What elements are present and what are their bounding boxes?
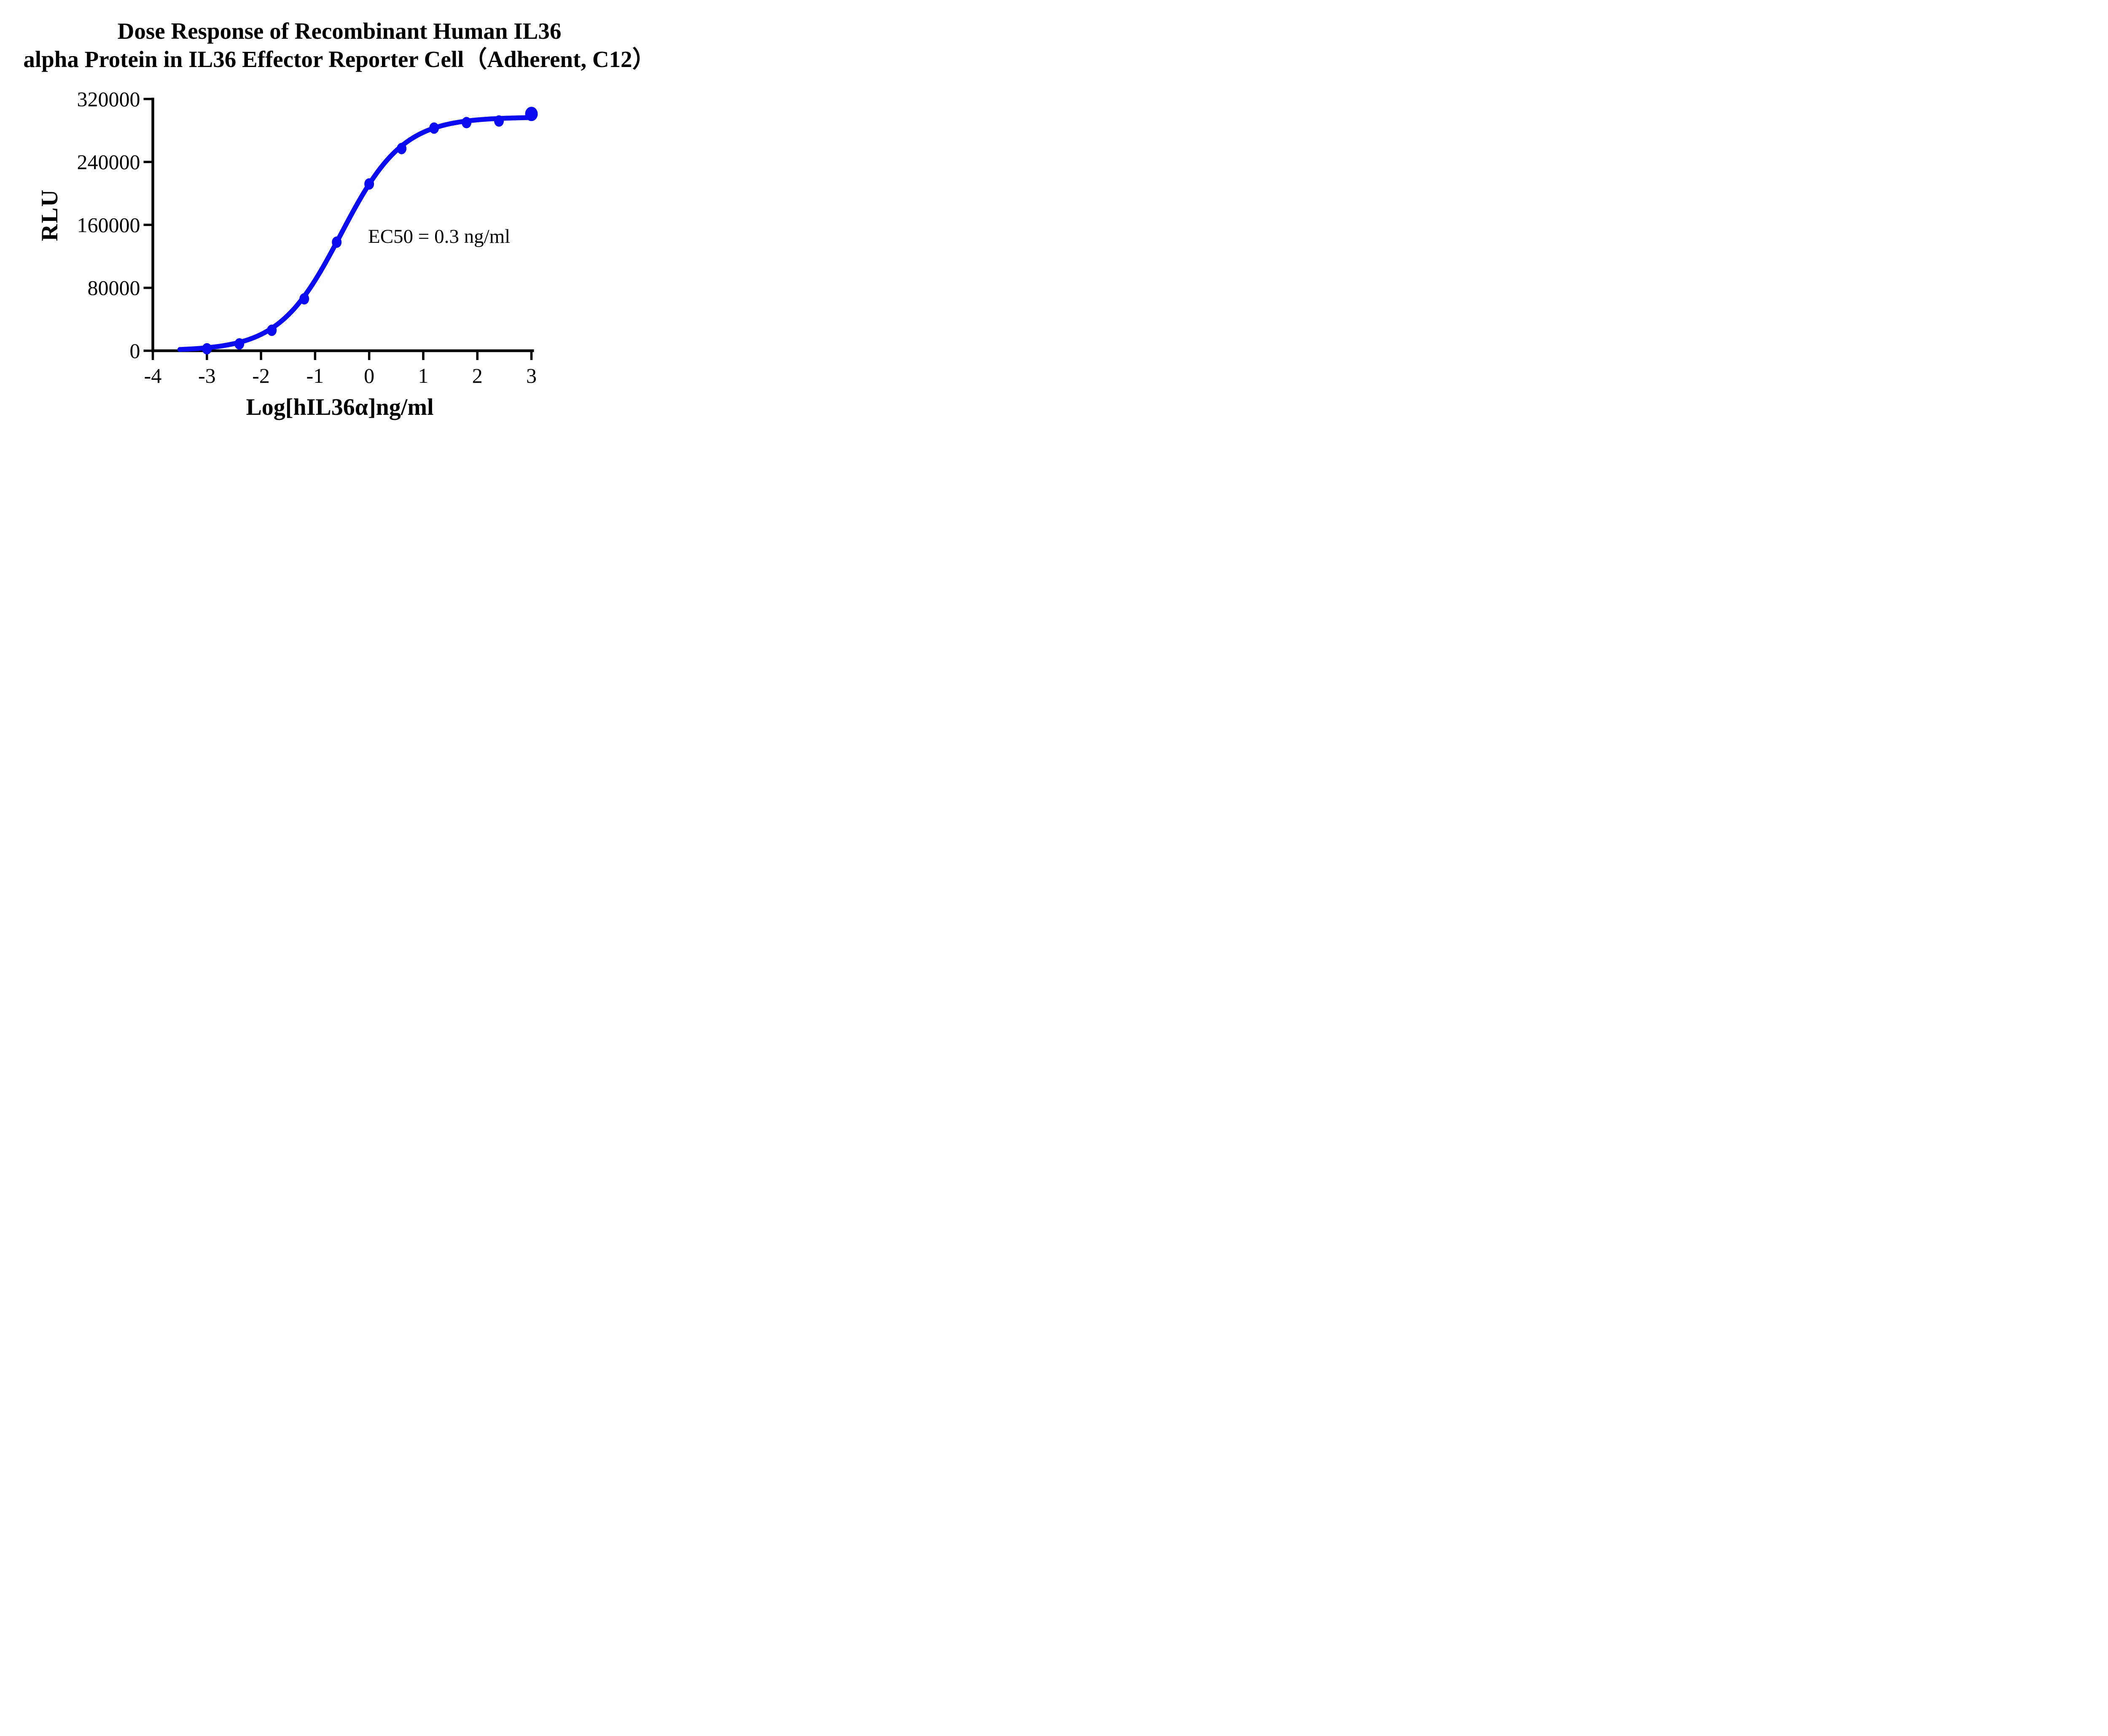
x-tick-label: -2 <box>252 364 270 387</box>
x-axis-title: Log[hIL36α]ng/ml <box>246 394 433 420</box>
data-point <box>429 122 439 134</box>
y-tick-label: 240000 <box>77 150 140 174</box>
data-points <box>202 107 538 355</box>
x-tick-label: 0 <box>364 364 374 387</box>
data-point <box>494 115 504 127</box>
dose-response-plot: 0 80000 160000 240000 320000 -4 -3 -2 -1 0 1 2 3 RLU… <box>37 87 538 420</box>
y-tick-label: 160000 <box>77 213 140 236</box>
y-tick-label: 0 <box>130 339 140 363</box>
data-point <box>525 107 538 121</box>
data-point <box>202 343 212 355</box>
data-point <box>234 338 245 350</box>
data-point <box>299 293 309 305</box>
data-point <box>397 142 407 154</box>
x-tick-label: -1 <box>307 364 324 387</box>
axes: 0 80000 160000 240000 320000 -4 -3 -2 -1 0 1 2 3 <box>77 87 537 387</box>
ec50-annotation: EC50 = 0.3 ng/ml <box>368 226 510 247</box>
x-tick-label: 1 <box>418 364 428 387</box>
x-tick-label: -4 <box>144 364 162 387</box>
data-point <box>267 324 277 336</box>
data-point <box>462 117 472 129</box>
x-tick-label: -3 <box>198 364 216 387</box>
chart-title-line1: Dose Response of Recombinant Human IL36 <box>117 18 562 44</box>
y-axis-title: RLU <box>37 189 63 241</box>
y-tick-label: 80000 <box>88 276 140 300</box>
chart-title-line2: alpha Protein in IL36 Effector Reporter … <box>23 46 656 73</box>
x-tick-label: 2 <box>472 364 483 387</box>
y-tick-label: 320000 <box>77 87 140 111</box>
data-point <box>332 236 342 248</box>
x-tick-label: 3 <box>526 364 537 387</box>
data-point <box>364 178 374 190</box>
chart-title: Dose Response of Recombinant Human IL36 … <box>0 17 679 73</box>
